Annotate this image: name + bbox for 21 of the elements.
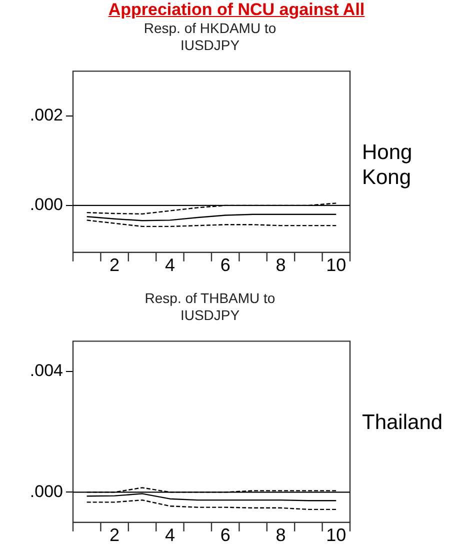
x-tick-label: 4 [164,525,175,546]
x-tick-label: 10 [326,255,346,276]
y-tick-label: .004 [30,361,63,380]
line-series [86,220,337,228]
y-tick-label: .000 [30,195,63,214]
text: Appreciation of NCU against All [107,0,366,20]
x-tick-label: 2 [110,525,120,546]
chart-title: Resp. of THBAMU to IUSDJPY [144,290,276,324]
text: Hong Kong [362,140,414,190]
x-tick-label: 6 [220,525,230,546]
x-tick-label: 8 [276,525,286,546]
x-tick-label: 10 [326,525,346,546]
chart-title: Resp. of HKDAMU to IUSDJPY [142,20,278,54]
y-tick-label: .000 [30,482,63,501]
y-tick-label: .002 [30,106,63,125]
x-tick-label: 4 [164,255,175,276]
text: Thailand [362,410,444,435]
x-tick-label: 6 [220,255,230,276]
x-tick-label: 8 [276,255,286,276]
x-tick-label: 2 [110,255,120,276]
line-series [86,499,337,510]
